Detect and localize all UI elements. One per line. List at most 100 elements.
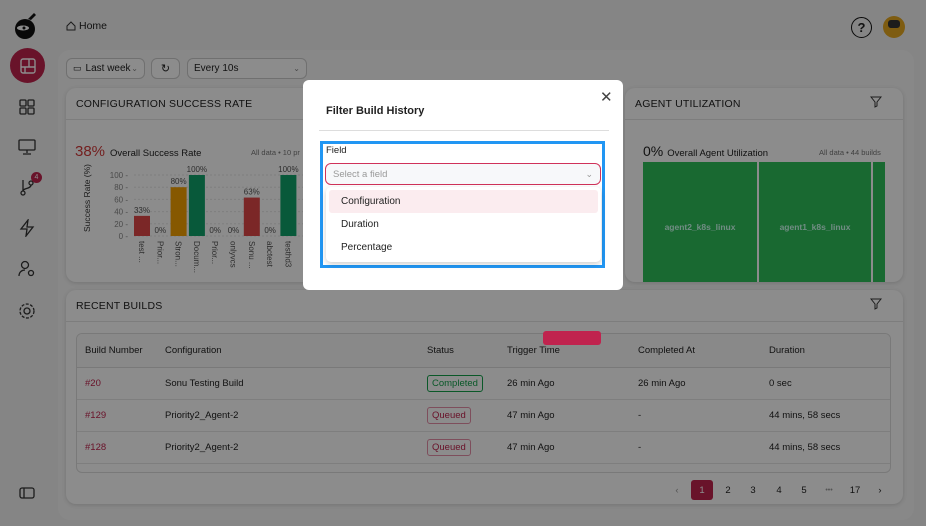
- overall-success-label: Overall Success Rate: [110, 148, 202, 159]
- col-trigger-time[interactable]: Trigger Time: [499, 334, 630, 368]
- overall-utilization-label: Overall Agent Utilization: [667, 148, 769, 159]
- agent-tile[interactable]: [873, 162, 885, 282]
- data-label: 100%: [278, 165, 298, 174]
- bar: [170, 187, 187, 236]
- completed-at-cell: 26 min Ago: [630, 367, 761, 400]
- avatar[interactable]: [883, 16, 905, 38]
- duration-cell: 44 mins, 58 secs: [761, 399, 890, 432]
- status-cell: Queued: [419, 431, 499, 464]
- y-axis-label: Success Rate (%): [82, 164, 92, 232]
- option-percentage[interactable]: Percentage: [341, 242, 393, 253]
- page-2-button[interactable]: 2: [725, 484, 731, 496]
- duration-cell: 0 sec: [761, 367, 890, 400]
- field-select[interactable]: Select a field ⌄: [325, 163, 601, 185]
- table-row[interactable]: #20 Sonu Testing Build Completed 26 min …: [77, 367, 890, 400]
- col-build-number[interactable]: Build Number: [77, 334, 157, 368]
- overall-utilization-value: 0%: [643, 143, 664, 159]
- pagination-ellipsis[interactable]: •••: [825, 486, 833, 494]
- date-range-select[interactable]: ▭ Last week ⌄: [66, 58, 145, 79]
- configuration-cell: Priority2_Agent-2: [157, 431, 419, 464]
- y-tick-label: 60 -: [114, 195, 128, 204]
- trigger-time-cell: [499, 463, 630, 472]
- agent-tile[interactable]: agent1_k8s_linux: [759, 162, 871, 282]
- status-cell: [419, 463, 499, 472]
- filter-icon: [869, 96, 883, 108]
- filter-build-history-modal: Filter Build History ✕ Field Select a fi…: [303, 80, 623, 345]
- scope-label: All data • 10 pr: [251, 148, 300, 157]
- trigger-time-cell: 47 min Ago: [499, 431, 630, 464]
- agent-tile[interactable]: agent2_k8s_linux: [643, 162, 757, 282]
- col-duration[interactable]: Duration: [761, 334, 890, 368]
- help-button[interactable]: ?: [851, 17, 872, 38]
- modal-button-partial[interactable]: [543, 331, 601, 345]
- lightning-icon: [19, 219, 35, 237]
- page-17-button[interactable]: 17: [849, 484, 861, 496]
- bar: [280, 175, 297, 236]
- y-tick-label: 100 -: [110, 171, 129, 180]
- build-number-link[interactable]: #129: [77, 399, 157, 432]
- col-completed-at[interactable]: Completed At: [630, 334, 761, 368]
- page-5-button[interactable]: 5: [801, 484, 807, 496]
- recent-builds-card: RECENT BUILDS Build Number Configuration…: [66, 290, 903, 504]
- table-row[interactable]: #128 Priority2_Agent-2 Queued 47 min Ago…: [77, 431, 890, 464]
- table-row[interactable]: P: [77, 463, 890, 472]
- data-label: 100%: [187, 165, 207, 174]
- trigger-time-cell: 26 min Ago: [499, 367, 630, 400]
- chevron-down-icon: ⌄: [293, 64, 300, 73]
- y-tick-label: 40 -: [114, 208, 128, 217]
- breadcrumb[interactable]: Home: [66, 20, 107, 32]
- refresh-interval-value: Every 10s: [194, 63, 239, 74]
- user-settings-icon: [18, 260, 35, 277]
- close-button[interactable]: ✕: [600, 88, 613, 106]
- table-row[interactable]: #129 Priority2_Agent-2 Queued 47 min Ago…: [77, 399, 890, 432]
- dashboard-icon: [19, 57, 36, 74]
- next-page-button[interactable]: ›: [878, 484, 882, 496]
- build-number-link[interactable]: #128: [77, 431, 157, 464]
- chevron-down-icon: ⌄: [131, 64, 138, 73]
- option-configuration[interactable]: Configuration: [329, 190, 598, 213]
- sidebar-toggle[interactable]: [12, 478, 42, 508]
- overall-success-value: 38%: [75, 143, 106, 160]
- filter-button[interactable]: [869, 96, 883, 111]
- prev-page-button[interactable]: ‹: [675, 484, 679, 496]
- x-tick-label: Prior...: [155, 241, 164, 264]
- chevron-down-icon: ⌄: [585, 168, 593, 179]
- page-4-button[interactable]: 4: [776, 484, 782, 496]
- x-tick-label: test ...: [137, 241, 146, 263]
- sidebar-item-settings[interactable]: [12, 296, 42, 326]
- col-configuration[interactable]: Configuration: [157, 334, 419, 368]
- build-number-link[interactable]: [77, 463, 157, 472]
- sidebar-item-triggers[interactable]: [12, 213, 42, 243]
- col-status[interactable]: Status: [419, 334, 499, 368]
- sidebar-item-users[interactable]: [12, 254, 42, 284]
- sidebar-item-builds[interactable]: 4: [12, 172, 42, 202]
- completed-at-cell: -: [630, 431, 761, 464]
- y-tick-label: 0 -: [119, 232, 129, 241]
- modal-title: Filter Build History: [326, 105, 425, 117]
- sidebar-item-monitor[interactable]: [12, 132, 42, 162]
- y-tick-label: 80 -: [114, 183, 128, 192]
- breadcrumb-home[interactable]: Home: [79, 20, 108, 32]
- calendar-icon: ▭: [73, 63, 82, 73]
- sidebar-item-dashboard[interactable]: [10, 48, 45, 83]
- page-1-button[interactable]: 1: [691, 480, 713, 500]
- refresh-interval-select[interactable]: Every 10s ⌄: [187, 58, 307, 79]
- help-icon: ?: [857, 20, 866, 35]
- status-badge: Queued: [427, 406, 471, 424]
- trigger-time-cell: 47 min Ago: [499, 399, 630, 432]
- gear-icon: [19, 303, 35, 319]
- build-number-link[interactable]: #20: [77, 367, 157, 400]
- page-3-button[interactable]: 3: [750, 484, 756, 496]
- refresh-button[interactable]: ↻: [151, 58, 180, 79]
- scope-label: All data • 44 builds: [819, 148, 881, 157]
- status-cell: Queued: [419, 399, 499, 432]
- option-duration[interactable]: Duration: [341, 219, 379, 230]
- sidebar-item-grid[interactable]: [12, 92, 42, 122]
- notification-badge: 4: [31, 172, 42, 183]
- card-title: CONFIGURATION SUCCESS RATE: [76, 98, 253, 110]
- filter-button[interactable]: [869, 298, 883, 313]
- configuration-cell: P: [157, 463, 419, 472]
- configuration-cell: Priority2_Agent-2: [157, 399, 419, 432]
- builds-table: Build Number Configuration Status Trigge…: [76, 333, 891, 473]
- data-label: 63%: [244, 188, 260, 197]
